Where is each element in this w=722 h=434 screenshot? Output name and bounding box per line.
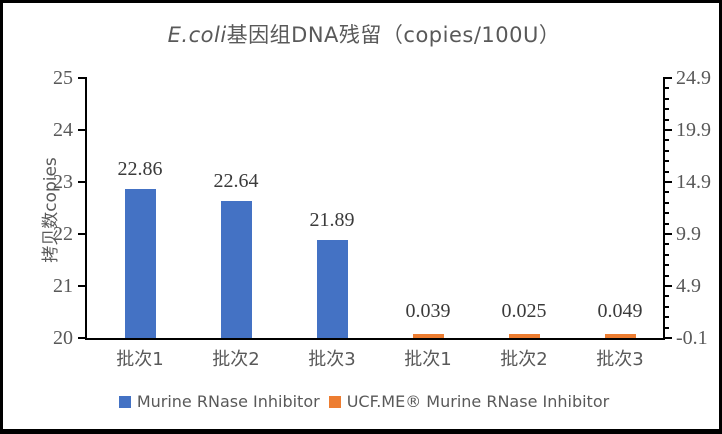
y-axis-left-tick: [78, 285, 85, 287]
bar: [220, 200, 252, 338]
y-axis-right-minor-tick: [665, 139, 669, 142]
y-axis-right-tick-label: 4.9: [676, 275, 701, 297]
legend-item: UCF.ME® Murine RNase Inhibitor: [328, 392, 610, 411]
y-axis-right-tick-label: 9.9: [676, 223, 701, 245]
category-label: 批次3: [596, 349, 644, 370]
bar-value-label: 0.039: [405, 300, 451, 322]
legend-item: Murine RNase Inhibitor: [118, 392, 320, 411]
bar: [508, 334, 540, 338]
y-axis-right-minor-tick: [665, 316, 669, 319]
y-axis-right-minor-tick: [665, 160, 669, 163]
y-axis-right-minor-tick: [665, 87, 669, 90]
y-axis-left-tick-label: 21: [53, 275, 73, 297]
bar-value-label: 0.049: [597, 300, 643, 322]
y-axis-right-tick-label: -0.1: [676, 327, 708, 349]
y-axis-right-line: [663, 77, 665, 339]
y-axis-right-tick: [665, 233, 672, 235]
y-axis-right-minor-tick: [665, 243, 669, 246]
bar-value-label: 21.89: [309, 208, 355, 231]
y-axis-right-minor-tick: [665, 264, 669, 267]
y-axis-right-tick: [665, 77, 672, 79]
legend-label: UCF.ME® Murine RNase Inhibitor: [346, 392, 610, 411]
y-axis-right-minor-tick: [665, 253, 669, 256]
y-axis-left-tick-label: 20: [53, 327, 73, 349]
y-axis-right-minor-tick: [665, 222, 669, 225]
y-axis-right-minor-tick: [665, 108, 669, 111]
y-axis-right-tick: [665, 181, 672, 183]
chart-title-rest: 基因组DNA残留（copies/100U）: [226, 23, 561, 47]
y-axis-right-tick-label: 14.9: [676, 171, 711, 193]
y-axis-left-tick: [78, 129, 85, 131]
y-axis-left-tick: [78, 77, 85, 79]
bar: [604, 334, 636, 338]
y-axis-right-minor-tick: [665, 191, 669, 194]
y-axis-left-tick-label: 24: [53, 119, 73, 141]
y-axis-left-tick-label: 25: [53, 67, 73, 89]
legend-swatch-icon: [118, 395, 131, 408]
legend-swatch-icon: [328, 395, 341, 408]
y-axis-left-tick-label: 22: [53, 223, 73, 245]
bar: [316, 239, 348, 338]
y-axis-left-tick: [78, 181, 85, 183]
y-axis-left-line: [85, 77, 87, 339]
y-axis-right-tick: [665, 337, 672, 339]
y-axis-right-tick: [665, 285, 672, 287]
bar-value-label: 22.86: [117, 158, 163, 181]
y-axis-right-tick-label: 24.9: [676, 67, 711, 89]
y-axis-title: 拷贝数copies: [41, 157, 61, 263]
bar-value-label: 22.64: [213, 169, 259, 192]
y-axis-left-tick-label: 23: [53, 171, 73, 193]
legend-label: Murine RNase Inhibitor: [136, 392, 320, 411]
category-label: 批次3: [308, 349, 356, 370]
bar-value-label: 0.025: [501, 300, 547, 322]
legend: Murine RNase Inhibitor UCF.ME® Murine RNa…: [3, 392, 719, 411]
y-axis-right-minor-tick: [665, 149, 669, 152]
y-axis-left-tick: [78, 233, 85, 235]
y-axis-right-minor-tick: [665, 305, 669, 308]
y-axis-right-minor-tick: [665, 201, 669, 204]
y-axis-right-minor-tick: [665, 97, 669, 100]
chart-title: E.coli基因组DNA残留（copies/100U）: [3, 19, 719, 49]
category-label: 批次2: [212, 349, 260, 370]
bar: [124, 189, 156, 338]
y-axis-right-minor-tick: [665, 326, 669, 329]
chart-title-italic: E.coli: [167, 23, 227, 47]
category-label: 批次2: [500, 349, 548, 370]
y-axis-right-minor-tick: [665, 170, 669, 173]
y-axis-left-tick: [78, 337, 85, 339]
y-axis-right-tick-label: 19.9: [676, 119, 711, 141]
y-axis-right-minor-tick: [665, 118, 669, 121]
y-axis-right-minor-tick: [665, 295, 669, 298]
y-axis-right-minor-tick: [665, 274, 669, 277]
category-label: 批次1: [404, 349, 452, 370]
y-axis-right-minor-tick: [665, 212, 669, 215]
x-axis-line: [85, 338, 665, 340]
y-axis-right-tick: [665, 129, 672, 131]
bar: [412, 334, 444, 338]
category-label: 批次1: [116, 349, 164, 370]
